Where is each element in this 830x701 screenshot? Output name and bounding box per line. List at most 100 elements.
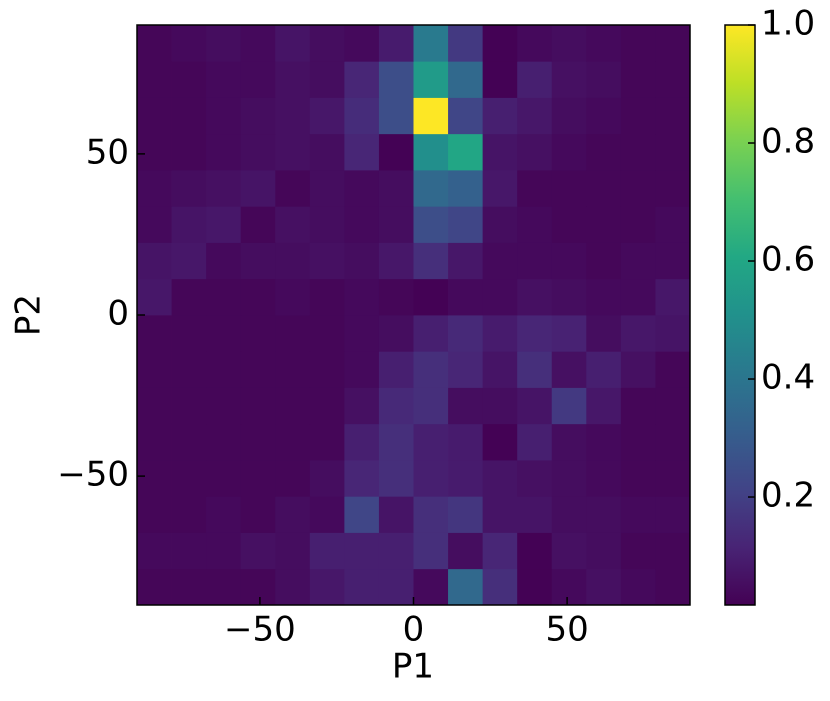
heatmap-cell <box>206 315 242 352</box>
heatmap-cell <box>551 25 587 62</box>
heatmap-cell <box>413 423 449 461</box>
heatmap-cell <box>275 97 311 135</box>
heatmap-cell <box>482 206 518 243</box>
heatmap-cell <box>309 170 345 207</box>
heatmap-cell <box>240 97 276 135</box>
heatmap-cell <box>655 25 691 62</box>
heatmap-cell <box>206 423 242 461</box>
heatmap-cell <box>137 242 172 280</box>
heatmap-cell <box>448 532 484 570</box>
heatmap-cell <box>482 97 518 135</box>
heatmap-cell <box>655 242 691 280</box>
heatmap-cell <box>655 315 691 352</box>
heatmap-cell <box>620 206 656 243</box>
heatmap-cell <box>344 278 380 316</box>
heatmap-cell <box>413 242 449 280</box>
heatmap-cell <box>378 423 414 461</box>
heatmap-cell <box>137 532 172 570</box>
heatmap-cell <box>344 460 380 497</box>
heatmap-cell <box>275 278 311 316</box>
heatmap-cell <box>655 206 691 243</box>
heatmap-cell <box>137 460 172 497</box>
heatmap-cell <box>655 351 691 388</box>
heatmap-cell <box>344 133 380 171</box>
heatmap-cell <box>655 568 691 606</box>
heatmap-cell <box>586 351 622 388</box>
heatmap-cell <box>448 423 484 461</box>
heatmap-cell <box>655 61 691 98</box>
heatmap-cell <box>344 496 380 533</box>
heatmap-cell <box>517 351 553 388</box>
heatmap-cell <box>240 351 276 388</box>
heatmap-cell <box>206 568 242 606</box>
heatmap-cell <box>206 460 242 497</box>
heatmap-cell <box>378 25 414 62</box>
heatmap-cell <box>309 423 345 461</box>
colorbar-fill <box>724 24 756 606</box>
heatmap-cell <box>413 206 449 243</box>
heatmap-cell <box>344 351 380 388</box>
heatmap-cell <box>378 242 414 280</box>
heatmap-cell <box>448 460 484 497</box>
heatmap-cell <box>275 387 311 425</box>
heatmap-cell <box>655 133 691 171</box>
heatmap-cell <box>586 97 622 135</box>
heatmap <box>137 25 691 606</box>
heatmap-cell <box>551 423 587 461</box>
heatmap-cell <box>620 351 656 388</box>
heatmap-cell <box>482 315 518 352</box>
heatmap-cell <box>378 315 414 352</box>
heatmap-cell <box>171 315 207 352</box>
heatmap-cell <box>482 496 518 533</box>
heatmap-cell <box>240 315 276 352</box>
heatmap-cell <box>551 133 587 171</box>
heatmap-cell <box>344 206 380 243</box>
heatmap-cell <box>344 242 380 280</box>
heatmap-cell <box>482 278 518 316</box>
heatmap-cell <box>620 315 656 352</box>
heatmap-cell <box>517 242 553 280</box>
heatmap-cell <box>586 242 622 280</box>
heatmap-cell <box>482 387 518 425</box>
heatmap-cell <box>482 133 518 171</box>
heatmap-cell <box>240 496 276 533</box>
heatmap-cell <box>517 496 553 533</box>
heatmap-cell <box>517 532 553 570</box>
heatmap-cell <box>137 170 172 207</box>
heatmap-cell <box>551 61 587 98</box>
heatmap-cell <box>240 387 276 425</box>
heatmap-cell <box>586 532 622 570</box>
heatmap-cell <box>137 61 172 98</box>
heatmap-cell <box>171 97 207 135</box>
heatmap-cell <box>344 423 380 461</box>
heatmap-cell <box>517 387 553 425</box>
heatmap-cell <box>344 387 380 425</box>
heatmap-cell <box>378 278 414 316</box>
heatmap-cell <box>206 496 242 533</box>
heatmap-cell <box>240 460 276 497</box>
heatmap-cell <box>517 206 553 243</box>
heatmap-cell <box>517 568 553 606</box>
heatmap-cell <box>206 242 242 280</box>
heatmap-cell <box>309 568 345 606</box>
heatmap-cell <box>551 242 587 280</box>
heatmap-cell <box>206 25 242 62</box>
heatmap-cell <box>240 25 276 62</box>
colorbar-tick-label: 0.4 <box>761 358 815 398</box>
heatmap-cell <box>378 387 414 425</box>
heatmap-cell <box>378 170 414 207</box>
heatmap-cell <box>586 25 622 62</box>
heatmap-cell <box>413 133 449 171</box>
x-tick-label: −50 <box>224 610 296 650</box>
heatmap-cell <box>620 278 656 316</box>
heatmap-cell <box>309 532 345 570</box>
heatmap-cell <box>620 387 656 425</box>
heatmap-cell <box>137 25 172 62</box>
heatmap-cell <box>206 278 242 316</box>
heatmap-cell <box>482 61 518 98</box>
heatmap-cell <box>171 206 207 243</box>
heatmap-cell <box>551 568 587 606</box>
heatmap-cell <box>309 278 345 316</box>
heatmap-cell <box>137 423 172 461</box>
heatmap-cell <box>171 532 207 570</box>
